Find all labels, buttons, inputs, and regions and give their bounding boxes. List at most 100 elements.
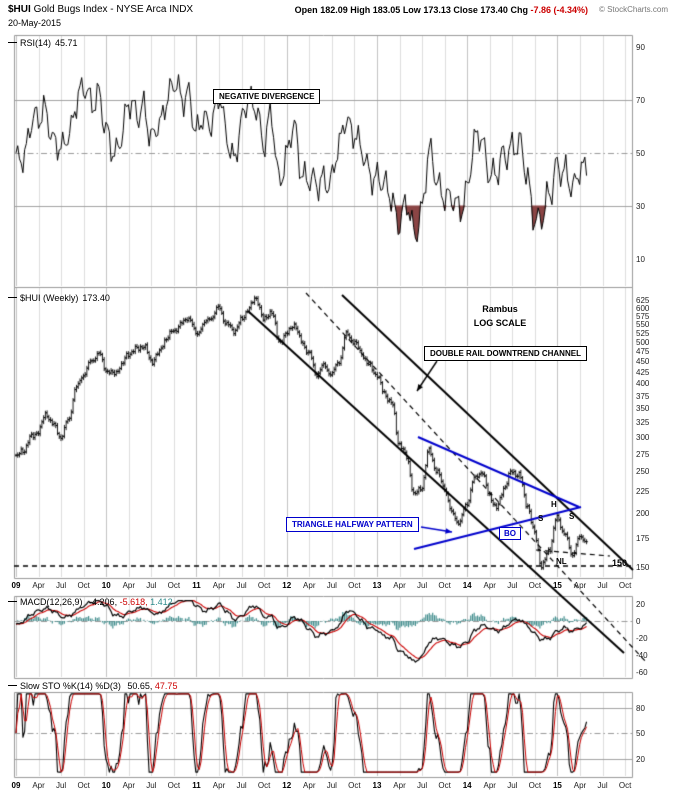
x-axis-tick-sto: Jul xyxy=(597,781,608,790)
chg-label: Chg xyxy=(510,5,528,15)
x-axis-tick-sto: Apr xyxy=(122,781,136,790)
price-bar-swatch-icon xyxy=(8,297,17,298)
rsi-axis-tick: 70 xyxy=(636,95,645,105)
macd-hist-value: 1.412 xyxy=(150,597,173,607)
x-axis-tick-sto: 13 xyxy=(372,781,382,790)
rsi-line-swatch-icon xyxy=(8,42,17,43)
x-axis-tick-price: Jul xyxy=(146,581,157,590)
x-axis-tick-price: Jul xyxy=(55,581,67,590)
macd-value: -4.206, xyxy=(89,597,118,607)
breakout-label: BO xyxy=(499,527,521,540)
ticker-title: Gold Bugs Index - NYSE Arca INDX xyxy=(30,4,194,15)
x-axis-tick-price: 09 xyxy=(11,581,21,590)
ticker-symbol: $HUI xyxy=(8,4,31,15)
x-axis-tick-price: Oct xyxy=(257,581,271,590)
neckline-label: NL xyxy=(556,557,567,566)
x-axis-tick-price: 15 xyxy=(552,581,562,590)
x-axis-tick-sto: Jul xyxy=(416,781,428,790)
rambus-signature: Rambus xyxy=(482,304,518,314)
x-axis-tick-sto: Apr xyxy=(303,781,316,790)
close-label: Close xyxy=(453,5,478,15)
macd-line-swatch-icon xyxy=(8,601,17,602)
low-label: Low xyxy=(402,5,421,15)
level-150-label: 150 xyxy=(612,558,628,568)
downtrend-channel-label: DOUBLE RAIL DOWNTREND CHANNEL xyxy=(424,346,587,361)
x-axis-tick-price: Jul xyxy=(416,581,428,590)
sto-line-swatch-icon xyxy=(8,685,17,686)
triangle-pattern-label: TRIANGLE HALFWAY PATTERN xyxy=(286,517,419,532)
price-value: 173.40 xyxy=(82,293,110,303)
macd-axis-tick: -20 xyxy=(636,634,648,643)
price-axis-tick: 375 xyxy=(636,391,650,401)
x-axis-tick-sto: Oct xyxy=(77,781,90,790)
sto-label: Slow STO %K(14) %D(3) xyxy=(20,681,121,691)
x-axis-tick-price: Apr xyxy=(122,581,136,590)
x-axis-tick-sto: Apr xyxy=(483,781,496,790)
close-value: 173.40 xyxy=(480,5,508,15)
high-label: High xyxy=(350,5,371,15)
price-axis-tick: 250 xyxy=(636,467,650,477)
sto-axis-tick: 80 xyxy=(636,703,645,713)
price-axis-tick: 600 xyxy=(636,303,650,313)
x-axis-tick-price: Oct xyxy=(438,581,451,590)
price-axis-tick: 525 xyxy=(636,328,650,338)
sto-d-value: 47.75 xyxy=(154,681,178,691)
price-axis-tick: 150 xyxy=(636,563,650,572)
x-axis-tick-price: Jul xyxy=(597,581,608,590)
x-axis-tick-sto: Apr xyxy=(212,781,226,790)
ohlc-readout: Open 182.09 High 183.05 Low 173.13 Close… xyxy=(295,5,588,15)
high-value: 183.05 xyxy=(372,5,401,15)
x-axis-tick-sto: Apr xyxy=(573,781,587,790)
x-axis-tick-price: Oct xyxy=(348,581,361,590)
price-axis-tick: 200 xyxy=(636,509,650,519)
x-axis-tick-sto: Oct xyxy=(438,781,451,790)
price-axis-tick: 500 xyxy=(636,337,650,347)
x-axis-tick-sto: Jul xyxy=(507,781,518,790)
x-axis-tick-price: Jul xyxy=(236,581,247,590)
x-axis-tick-price: 13 xyxy=(372,581,382,590)
price-axis-tick: 275 xyxy=(636,449,650,459)
price-axis-tick: 625 xyxy=(636,296,650,305)
chg-value: -7.86 (-4.34%) xyxy=(530,5,588,15)
sto-axis-tick: 20 xyxy=(636,754,645,764)
x-axis-tick-sto: Jul xyxy=(146,781,157,790)
log-scale-label: LOG SCALE xyxy=(473,318,527,328)
price-axis-tick: 350 xyxy=(636,404,650,414)
stockcharts-credit: © StockCharts.com xyxy=(598,5,668,14)
rsi-legend: RSI(14) 45.71 xyxy=(8,38,78,48)
x-axis-tick-price: Oct xyxy=(618,581,632,590)
macd-axis-tick: 0 xyxy=(636,617,641,626)
sto-k-value: 50.65, xyxy=(127,681,153,691)
rsi-label: RSI(14) xyxy=(20,38,52,48)
price-axis-tick: 300 xyxy=(636,433,650,443)
rsi-axis-tick: 10 xyxy=(636,254,645,264)
x-axis-tick-price: Apr xyxy=(32,581,45,590)
x-axis-tick-sto: Oct xyxy=(618,781,632,790)
x-axis-tick-price: Apr xyxy=(393,581,406,590)
low-value: 173.13 xyxy=(423,5,451,15)
x-axis-tick-price: Jul xyxy=(326,581,337,590)
x-axis-tick-price: Apr xyxy=(483,581,496,590)
x-axis-tick-price: 14 xyxy=(462,581,472,590)
price-axis-tick: 425 xyxy=(636,368,650,378)
x-axis-tick-price: Apr xyxy=(212,581,226,590)
x-axis-tick-sto: Oct xyxy=(528,781,542,790)
price-axis-tick: 475 xyxy=(636,347,650,357)
price-axis-tick: 225 xyxy=(636,487,650,497)
price-axis-tick: 550 xyxy=(636,319,650,329)
negative-divergence-label: NEGATIVE DIVERGENCE xyxy=(213,89,321,104)
macd-axis-tick: 20 xyxy=(636,600,645,609)
x-axis-tick-price: Apr xyxy=(573,581,587,590)
x-axis-tick-price: Oct xyxy=(167,581,181,590)
rsi-axis-tick: 50 xyxy=(636,148,645,158)
price-axis-tick: 450 xyxy=(636,357,650,367)
x-axis-tick-sto: Jul xyxy=(55,781,67,790)
x-axis-tick-price: Oct xyxy=(77,581,90,590)
macd-label: MACD(12,26,9) xyxy=(20,597,83,607)
price-axis-tick: 575 xyxy=(636,311,650,321)
x-axis-tick-sto: Oct xyxy=(257,781,271,790)
x-axis-tick-sto: 15 xyxy=(552,781,562,790)
macd-signal-value: -5.618, xyxy=(119,597,148,607)
